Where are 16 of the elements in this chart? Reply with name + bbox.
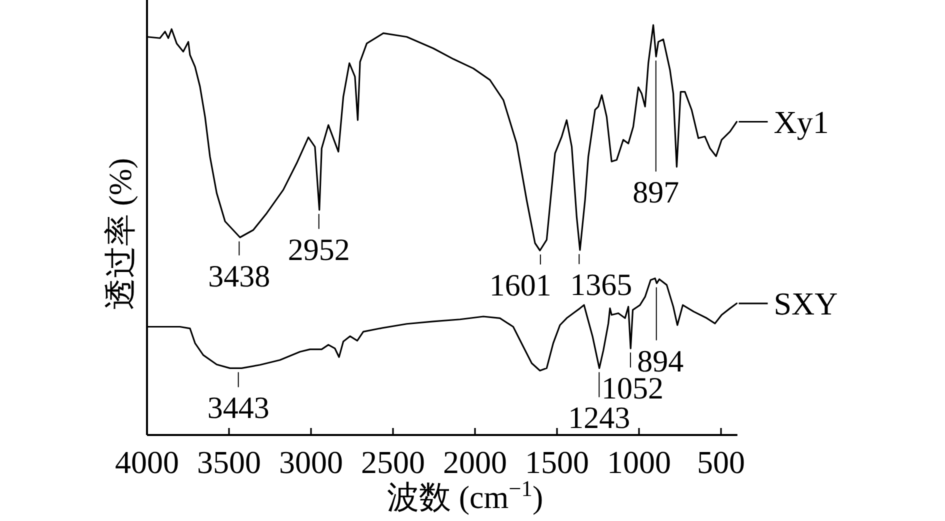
x-tick-label: 3500 bbox=[197, 444, 261, 480]
annotation: 897 bbox=[632, 174, 680, 210]
x-tick-label: 1000 bbox=[607, 444, 671, 480]
annotation: 1365 bbox=[570, 267, 632, 302]
x-tick-label: 4000 bbox=[115, 444, 179, 480]
x-tick-label: 500 bbox=[697, 444, 745, 480]
annotation: 1243 bbox=[568, 400, 630, 436]
annotation: 2952 bbox=[288, 232, 350, 267]
annotation: 3438 bbox=[208, 258, 270, 294]
legend-label: SXY bbox=[774, 285, 838, 322]
x-tick-label: 3000 bbox=[279, 444, 343, 480]
annotation: 1601 bbox=[489, 268, 552, 302]
y-axis-title: 透过率 (%) bbox=[102, 158, 138, 310]
legend-label: Xy1 bbox=[774, 104, 829, 140]
annotation: 894 bbox=[637, 343, 684, 378]
annotation: 3443 bbox=[207, 390, 270, 426]
